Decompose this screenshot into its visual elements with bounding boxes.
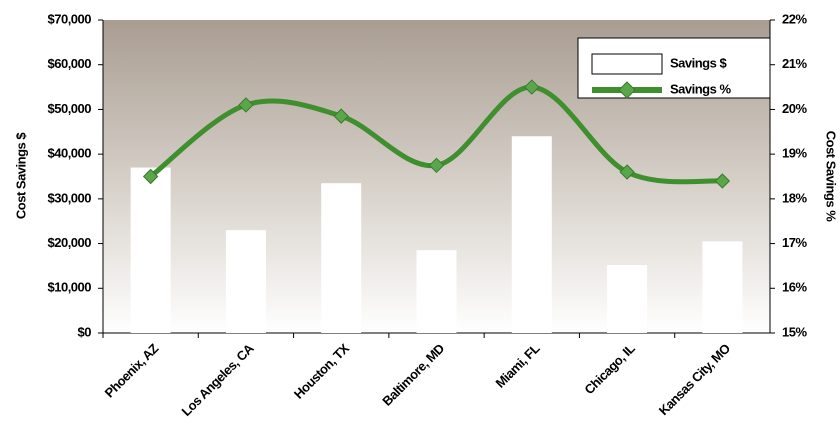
legend-swatch <box>591 53 663 75</box>
line-marker <box>428 157 445 174</box>
bar <box>416 250 457 333</box>
bar <box>702 241 743 333</box>
line-marker <box>333 108 349 124</box>
y2-tick-label: 16% <box>782 280 807 295</box>
y-tick-label: $60,000 <box>48 56 92 71</box>
y2-tick-label: 21% <box>782 56 807 71</box>
y-tick-label: $0 <box>78 324 92 339</box>
y-tick-label: $70,000 <box>48 11 92 26</box>
x-tick-label: Miami, FL <box>493 341 543 391</box>
y2-tick-label: 19% <box>782 146 807 161</box>
y2-tick-label: 15% <box>782 324 807 339</box>
legend: Savings $ Savings % <box>577 37 771 99</box>
x-tick-label: Phoenix, AZ <box>102 341 162 401</box>
y-tick-label: $30,000 <box>48 190 92 205</box>
y-axis-title: Cost Savings $ <box>13 132 28 219</box>
y2-tick-label: 20% <box>782 101 807 116</box>
line-marker <box>142 168 159 185</box>
x-tick-label: Houston, TX <box>291 340 352 401</box>
y-tick-label: $10,000 <box>48 280 92 295</box>
line-marker <box>714 173 731 189</box>
line-marker <box>619 164 635 180</box>
line-marker <box>524 79 540 95</box>
x-tick-label: Chicago, IL <box>581 341 638 398</box>
y-tick-label: $20,000 <box>48 235 92 250</box>
legend-label: Savings $ <box>670 55 727 70</box>
y2-axis-title: Cost Savings % <box>824 131 839 222</box>
x-tick-label: Baltimore, MD <box>379 341 447 409</box>
bar <box>130 167 171 333</box>
y-tick-label: $50,000 <box>48 101 92 116</box>
legend-marker <box>618 81 636 99</box>
bar <box>225 230 266 333</box>
y-tick-label: $40,000 <box>48 146 92 161</box>
legend-label: Savings % <box>670 81 731 96</box>
x-tick-label: Los Angeles, CA <box>178 340 257 419</box>
line-marker <box>238 97 254 113</box>
bar <box>511 136 552 333</box>
y2-tick-label: 22% <box>782 11 807 26</box>
bar <box>607 265 648 333</box>
bar <box>321 183 362 333</box>
y2-tick-label: 17% <box>782 235 807 250</box>
x-tick-label: Kansas City, MO <box>656 341 733 418</box>
y2-tick-label: 18% <box>782 190 807 205</box>
